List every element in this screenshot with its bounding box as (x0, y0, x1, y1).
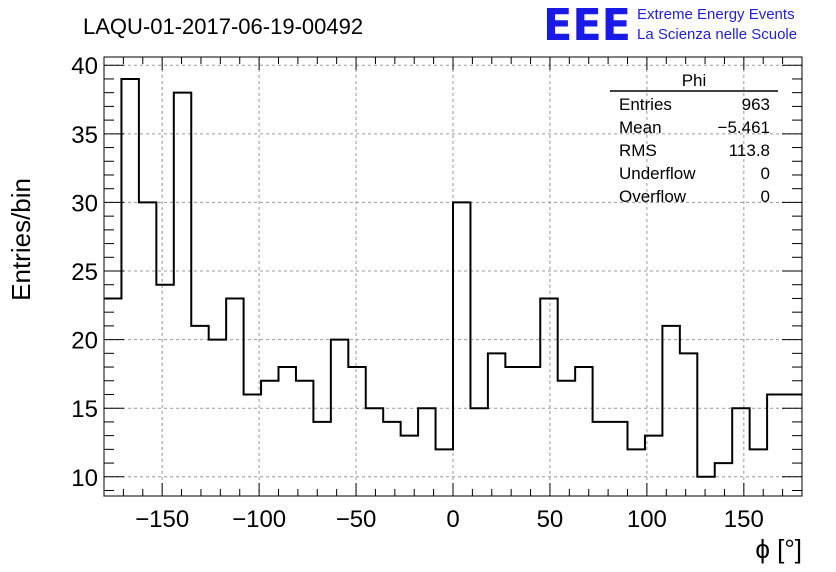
x-tick-label: −100 (232, 506, 286, 533)
x-tick-label: −50 (336, 506, 377, 533)
stats-row-label: Underflow (619, 164, 696, 183)
stats-row-label: RMS (619, 141, 657, 160)
stats-row-value: 0 (761, 187, 770, 206)
stats-row-value: 963 (742, 95, 770, 114)
histogram-bin (715, 463, 732, 496)
y-tick-label: 10 (71, 465, 98, 492)
histogram-bin (558, 381, 575, 496)
histogram-bin (209, 340, 226, 496)
histogram-bin (662, 326, 679, 496)
x-tick-labels: −150 −100 −50 0 50 100 150 (135, 506, 764, 533)
histogram-bin (331, 340, 348, 496)
histogram-bin (645, 436, 662, 496)
y-axis-label: Entries/bin (6, 178, 36, 301)
stats-box-name: Phi (682, 71, 707, 90)
histogram-bin (296, 381, 313, 496)
histogram-bin (470, 408, 487, 496)
plot-frame (103, 56, 803, 497)
stats-row-label: Overflow (619, 187, 687, 206)
y-tick-label: 20 (71, 328, 98, 355)
histogram-bin (610, 422, 627, 496)
x-axis-label: ϕ [°] (755, 534, 802, 564)
stats-row-value: −5.461 (718, 118, 770, 137)
y-tick-label: 40 (71, 53, 98, 80)
stats-row-value: 0 (761, 164, 770, 183)
y-tick-label: 30 (71, 190, 98, 217)
chart-title: LAQU-01-2017-06-19-00492 (83, 14, 363, 39)
logo-line-2: La Scienza nelle Scuole (637, 26, 797, 43)
histogram-bin (226, 298, 243, 496)
stats-rows: Entries 963 Mean −5.461 RMS 113.8 Underflow 0 Ov… (619, 95, 770, 206)
histogram-bin (750, 449, 767, 496)
histogram-bin (104, 298, 121, 496)
y-tick-labels: 10 15 20 25 30 35 40 (71, 53, 98, 492)
histogram-bin (732, 408, 749, 496)
x-tick-label: 0 (446, 506, 459, 533)
histogram-bin (505, 367, 522, 496)
histogram-bin (628, 449, 645, 496)
stats-row-label: Entries (619, 95, 672, 114)
histogram-bin (383, 422, 400, 496)
x-tick-label: 100 (627, 506, 667, 533)
stats-row-label: Mean (619, 118, 662, 137)
histogram-bin (191, 326, 208, 496)
stats-box: Phi Entries 963 Mean −5.461 RMS 113.8 Underflo… (610, 71, 778, 206)
histogram-bin (139, 202, 156, 496)
x-tick-label: −150 (135, 506, 189, 533)
histogram-bin (121, 79, 138, 496)
histogram-bin (453, 202, 470, 496)
y-tick-label: 35 (71, 122, 98, 149)
x-tick-label: 50 (537, 506, 564, 533)
histogram-bin (279, 367, 296, 496)
y-tick-label: 15 (71, 396, 98, 423)
histogram-bin (697, 477, 714, 496)
histogram-bin (366, 408, 383, 496)
histogram-bin (261, 381, 278, 496)
histogram-bin (244, 394, 261, 496)
histogram-bin (540, 298, 557, 496)
histogram-bin (523, 367, 540, 496)
eee-logo: EEE Extreme Energy Events La Scienza nel… (543, 0, 797, 51)
histogram-bin (680, 353, 697, 496)
histogram-bin (785, 394, 802, 496)
histogram-bin (767, 394, 784, 496)
histogram-bin (174, 93, 191, 496)
histogram-bin (488, 353, 505, 496)
histogram-series (104, 77, 802, 496)
histogram-outline (104, 77, 802, 478)
histogram-bin (348, 367, 365, 496)
x-tick-label: 150 (724, 506, 764, 533)
histogram-bin (575, 367, 592, 496)
logo-mark: EEE (543, 0, 631, 51)
histogram-bin (156, 285, 173, 496)
histogram-bin (593, 422, 610, 496)
histogram-bin (313, 422, 330, 496)
histogram-bin (436, 449, 453, 496)
stats-row-value: 113.8 (729, 141, 770, 160)
logo-line-1: Extreme Energy Events (637, 6, 795, 23)
y-tick-label: 25 (71, 259, 98, 286)
histogram-bin (418, 408, 435, 496)
histogram-bin (401, 436, 418, 496)
